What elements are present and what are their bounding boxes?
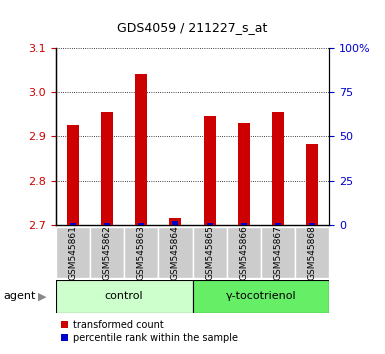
Bar	[169, 218, 181, 225]
Bar	[124, 227, 158, 278]
Legend: transformed count, percentile rank within the sample: transformed count, percentile rank withi…	[61, 320, 238, 343]
Bar	[138, 223, 144, 225]
Bar	[204, 116, 216, 225]
Bar	[261, 227, 295, 278]
Bar	[306, 144, 318, 225]
Text: GSM545866: GSM545866	[239, 225, 248, 280]
Text: GSM545863: GSM545863	[137, 225, 146, 280]
Bar	[172, 221, 179, 225]
Text: agent: agent	[4, 291, 36, 302]
Bar	[70, 223, 76, 225]
Bar	[192, 280, 329, 313]
Text: control: control	[105, 291, 144, 302]
Bar	[158, 227, 192, 278]
Text: GSM545861: GSM545861	[69, 225, 77, 280]
Bar	[135, 74, 147, 225]
Text: GSM545865: GSM545865	[205, 225, 214, 280]
Text: GDS4059 / 211227_s_at: GDS4059 / 211227_s_at	[117, 21, 268, 34]
Text: GSM545862: GSM545862	[102, 225, 112, 280]
Text: GSM545867: GSM545867	[273, 225, 283, 280]
Bar	[192, 227, 227, 278]
Bar	[275, 223, 281, 225]
Bar	[101, 112, 113, 225]
Bar	[295, 227, 329, 278]
Bar	[56, 227, 90, 278]
Bar	[67, 125, 79, 225]
Text: GSM545864: GSM545864	[171, 225, 180, 280]
Bar	[241, 223, 247, 225]
Bar	[309, 223, 315, 225]
Bar	[104, 223, 110, 225]
Text: γ-tocotrienol: γ-tocotrienol	[226, 291, 296, 302]
Bar	[238, 123, 250, 225]
Bar	[227, 227, 261, 278]
Bar	[56, 280, 192, 313]
Bar	[206, 223, 213, 225]
Text: ▶: ▶	[38, 291, 47, 302]
Bar	[90, 227, 124, 278]
Bar	[272, 112, 284, 225]
Text: GSM545868: GSM545868	[308, 225, 316, 280]
